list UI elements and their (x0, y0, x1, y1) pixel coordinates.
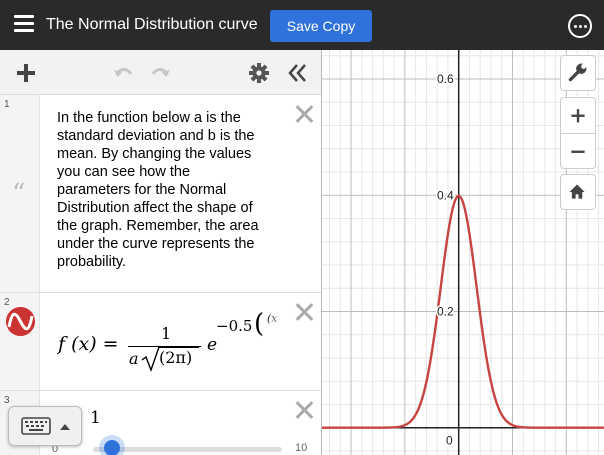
expression-index: 2 (4, 297, 10, 308)
delete-expression-button[interactable] (295, 401, 313, 419)
note-line: mean. By changing the values (57, 146, 252, 162)
delete-expression-button[interactable] (295, 105, 313, 123)
hamburger-icon[interactable] (14, 15, 34, 33)
x-tick-label: 0 (446, 434, 453, 448)
more-options-icon[interactable] (568, 14, 592, 38)
delete-expression-button[interactable] (295, 303, 313, 321)
expression-gutter: 2 (0, 293, 40, 390)
formula-denominator-a: a (129, 349, 139, 368)
formula-exponent-paren: ( (254, 309, 265, 339)
quote-icon: “ (12, 179, 26, 209)
slider-value[interactable]: 1 (90, 408, 101, 428)
note-line: probability. (57, 254, 127, 270)
zoom-controls (560, 97, 596, 169)
expression-gutter: 1 “ (0, 95, 40, 292)
zoom-divider (561, 133, 595, 134)
expression-panel: 1 “ In the function below a is the stand… (0, 50, 322, 455)
note-line: under the curve represents the (57, 236, 255, 252)
slider-max-label: 10 (295, 442, 308, 454)
sqrt-icon (141, 346, 160, 372)
formula-numerator: 1 (161, 324, 172, 343)
add-icon[interactable] (15, 62, 37, 84)
collapse-icon[interactable] (286, 62, 308, 84)
note-line: standard deviation and b is the (57, 128, 255, 144)
y-tick-label: 0.2 (437, 304, 454, 318)
expression-note[interactable]: 1 “ In the function below a is the stand… (0, 95, 321, 293)
redo-icon[interactable] (150, 62, 172, 84)
home-icon (569, 184, 585, 199)
slider-min-label: 0 (52, 443, 59, 455)
formula-fade (266, 309, 286, 343)
formula-denominator-inner: (2π) (159, 348, 193, 367)
graph-settings-button[interactable] (560, 55, 596, 91)
graph-canvas[interactable]: 0.6 0.4 0.2 0 (322, 50, 604, 455)
graph-paper[interactable]: 0.6 0.4 0.2 0 (322, 50, 604, 455)
sqrt-overline (159, 347, 199, 348)
note-line: parameters for the Normal (57, 182, 227, 198)
y-tick-label: 0.6 (437, 72, 454, 86)
formula-e: e (207, 335, 218, 355)
formula-exponent: −0.5 (216, 317, 253, 335)
formula-lhs: f (x) = (58, 333, 119, 355)
slider-track[interactable] (93, 447, 282, 452)
zoom-out-icon[interactable] (561, 134, 595, 170)
keyboard-icon (21, 417, 51, 435)
keypad-toggle[interactable] (8, 406, 82, 446)
undo-icon[interactable] (112, 62, 134, 84)
note-line: Distribution affect the shape of (57, 200, 253, 216)
caret-up-icon (60, 424, 70, 430)
fraction-bar (128, 346, 201, 347)
app-header: The Normal Distribution curve Save Copy (0, 0, 604, 50)
wrench-icon (568, 63, 587, 82)
default-viewport-button[interactable] (560, 174, 596, 210)
expression-formula[interactable]: 2 f (x) = 1 a (2π) e −0.5 ( (x (0, 293, 321, 391)
note-text[interactable]: In the function below a is the standard … (57, 109, 292, 271)
slider-thumb[interactable] (103, 440, 120, 455)
normal-curve[interactable] (322, 194, 604, 429)
desmos-logo (6, 307, 35, 336)
graph-title: The Normal Distribution curve (46, 16, 258, 33)
save-copy-button[interactable]: Save Copy (270, 10, 372, 42)
expression-index: 1 (4, 99, 10, 110)
expression-toolbar (0, 50, 321, 95)
y-tick-label: 0.4 (437, 188, 454, 202)
settings-icon[interactable] (248, 62, 270, 84)
note-line: the graph. Remember, the area (57, 218, 259, 234)
zoom-in-icon[interactable] (561, 98, 595, 134)
note-line: you can see how the (57, 164, 191, 180)
expression-index: 3 (4, 395, 10, 406)
note-line: In the function below a is the (57, 110, 241, 126)
